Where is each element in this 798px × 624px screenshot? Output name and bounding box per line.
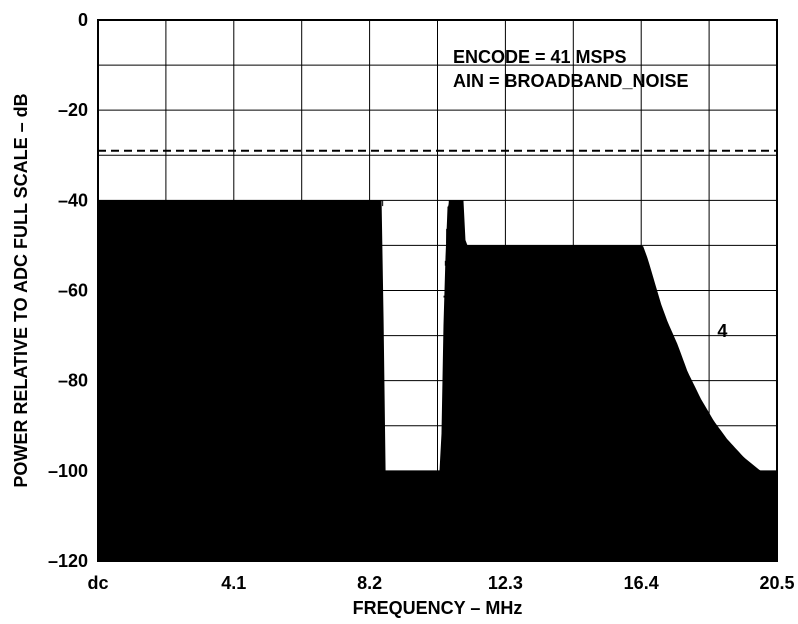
y-tick-label: 0 (78, 10, 88, 30)
x-tick-label: 4.1 (221, 573, 246, 593)
y-axis-title: POWER RELATIVE TO ADC FULL SCALE – dB (11, 93, 31, 487)
annotation-label: AIN = BROADBAND_NOISE (453, 71, 689, 91)
y-tick-label: –120 (48, 551, 88, 571)
x-tick-label: dc (87, 573, 108, 593)
x-axis-ticks: dc 4.1 8.2 12.3 16.4 20.5 (87, 573, 794, 593)
plot-area (98, 200, 777, 561)
y-axis-ticks: 0 –20 –40 –60 –80 –100 –120 (48, 10, 88, 571)
noise-floor-area (98, 200, 777, 561)
annotations: ENCODE = 41 MSPS AIN = BROADBAND_NOISE 4 (453, 47, 727, 341)
y-tick-label: –20 (58, 100, 88, 120)
plot-frame (97, 19, 778, 562)
y-tick-label: –40 (58, 190, 88, 210)
x-tick-label: 8.2 (357, 573, 382, 593)
x-axis-title: FREQUENCY – MHz (353, 598, 523, 618)
x-tick-label: 16.4 (624, 573, 659, 593)
y-tick-label: –80 (58, 371, 88, 391)
annotation-label: 4 (717, 321, 727, 341)
y-tick-label: –60 (58, 281, 88, 301)
x-tick-label: 12.3 (488, 573, 523, 593)
annotation-label: ENCODE = 41 MSPS (453, 47, 627, 67)
y-tick-label: –100 (48, 461, 88, 481)
x-tick-label: 20.5 (759, 573, 794, 593)
